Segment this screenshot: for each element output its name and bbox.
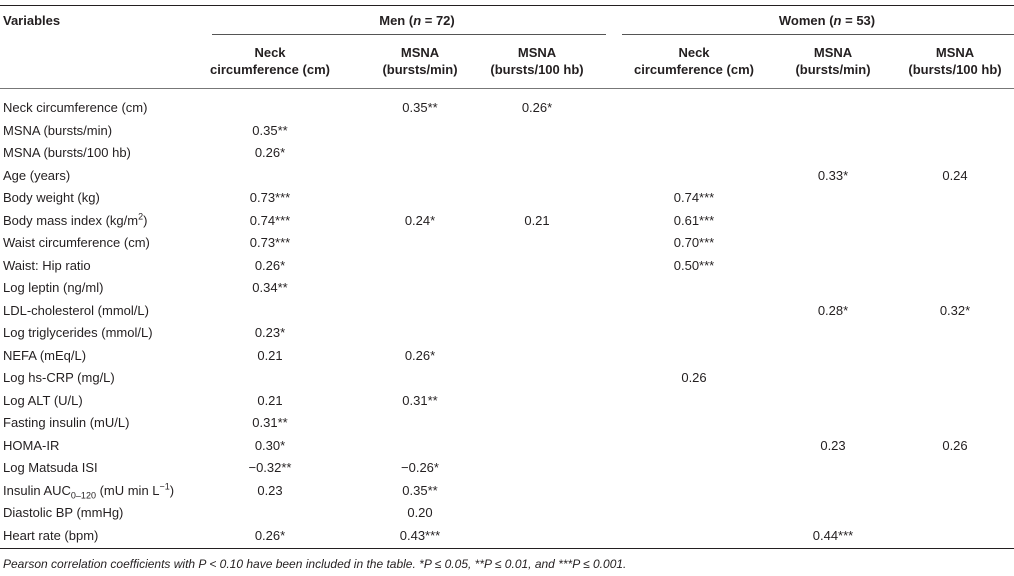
column-header-line2: circumference (cm) xyxy=(210,62,330,77)
table-cell: 0.21 xyxy=(257,347,283,363)
table-cell: 0.35** xyxy=(402,482,438,498)
column-header-line2: (bursts/min) xyxy=(795,62,871,77)
table-cell: 0.35** xyxy=(252,122,288,138)
table-cell: 0.23* xyxy=(254,325,286,340)
row-label: Insulin AUC0–120 (mU min L−1) xyxy=(3,481,175,501)
table-cell: 0.70*** xyxy=(673,235,715,250)
table-cell: 0.26* xyxy=(404,347,436,363)
column-header-line2: (bursts/100 hb) xyxy=(908,62,1002,77)
column-header: Neck circumference (cm) xyxy=(195,44,345,78)
table-cell: 0.43*** xyxy=(399,527,441,543)
column-header: MSNA (bursts/min) xyxy=(758,44,908,78)
table-cell: 0.35** xyxy=(402,100,438,115)
table-cell: 0.23 xyxy=(820,437,846,453)
table-cell: 0.32* xyxy=(939,302,971,318)
row-label: Waist circumference (cm) xyxy=(3,235,150,250)
column-header-line2: (bursts/100 hb) xyxy=(490,62,584,77)
row-label: NEFA (mEq/L) xyxy=(3,347,87,363)
table-cell: 0.34** xyxy=(252,280,288,295)
row-label: Log ALT (U/L) xyxy=(3,392,83,408)
column-header: Neck circumference (cm) xyxy=(619,44,769,78)
row-label: Log triglycerides (mmol/L) xyxy=(3,325,153,340)
table-cell: 0.26 xyxy=(681,370,707,385)
table-cell: 0.74*** xyxy=(673,190,715,205)
row-label: HOMA-IR xyxy=(3,437,60,453)
column-header-line2: (bursts/min) xyxy=(382,62,458,77)
column-header-line1: MSNA xyxy=(935,45,975,60)
table-cell: 0.26* xyxy=(254,257,286,273)
table-cell: 0.31** xyxy=(402,392,438,408)
table-cell: 0.24 xyxy=(942,167,968,183)
column-header-line1: MSNA xyxy=(813,45,853,60)
men-group-rule xyxy=(212,34,606,35)
table-cell: 0.21 xyxy=(257,392,283,408)
column-header: MSNA (bursts/100 hb) xyxy=(462,44,612,78)
row-label: Waist: Hip ratio xyxy=(3,257,91,273)
table-cell: 0.61*** xyxy=(673,212,715,228)
column-header-line1: Neck xyxy=(254,45,286,60)
table-cell: 0.26 xyxy=(942,437,968,453)
row-label: Neck circumference (cm) xyxy=(3,100,148,115)
row-label: MSNA (bursts/min) xyxy=(3,122,113,138)
row-label: Age (years) xyxy=(3,167,71,183)
table-cell: 0.50*** xyxy=(673,257,715,273)
table-cell: 0.73*** xyxy=(249,190,291,205)
table-cell: 0.20 xyxy=(407,505,433,520)
table-top-rule xyxy=(0,5,1014,6)
table-cell: −0.32** xyxy=(248,460,292,475)
row-label: Heart rate (bpm) xyxy=(3,527,99,543)
table-cell: 0.24* xyxy=(404,212,436,228)
row-label: Fasting insulin (mU/L) xyxy=(3,415,130,430)
table-bottom-rule xyxy=(0,548,1014,549)
header-bottom-rule xyxy=(0,88,1014,89)
column-header: MSNA (bursts/min) xyxy=(345,44,495,78)
row-label: Log Matsuda ISI xyxy=(3,460,98,475)
women-group-rule xyxy=(622,34,1014,35)
table-cell: 0.44*** xyxy=(812,527,854,543)
table-cell: 0.21 xyxy=(524,212,550,228)
table-cell: 0.26* xyxy=(521,100,553,115)
variables-header: Variables xyxy=(3,13,61,28)
row-label: Log leptin (ng/ml) xyxy=(3,280,104,295)
row-label: LDL-cholesterol (mmol/L) xyxy=(3,302,149,318)
column-header-line1: MSNA xyxy=(400,45,440,60)
row-label: Diastolic BP (mmHg) xyxy=(3,505,124,520)
table-cell: 0.33* xyxy=(817,167,849,183)
column-header-line1: MSNA xyxy=(517,45,557,60)
table-cell: 0.28* xyxy=(817,302,849,318)
row-label: Log hs-CRP (mg/L) xyxy=(3,370,115,385)
table-footnote: Pearson correlation coefficients with P … xyxy=(3,557,627,571)
row-label: Body mass index (kg/m2) xyxy=(3,211,148,228)
table-cell: 0.30* xyxy=(254,437,286,453)
column-header-line2: circumference (cm) xyxy=(634,62,754,77)
table-cell: 0.26* xyxy=(254,145,286,160)
table-cell: 0.23 xyxy=(257,482,283,498)
row-label: MSNA (bursts/100 hb) xyxy=(3,145,131,160)
men-group-header: Men (n = 72) xyxy=(379,13,455,28)
table-cell: 0.31** xyxy=(252,415,288,430)
table-cell: −0.26* xyxy=(401,460,439,475)
column-header: MSNA (bursts/100 hb) xyxy=(880,44,1014,78)
table-cell: 0.74*** xyxy=(249,212,291,228)
table-cell: 0.26* xyxy=(254,527,286,543)
row-label: Body weight (kg) xyxy=(3,190,100,205)
column-header-line1: Neck xyxy=(678,45,710,60)
table-cell: 0.73*** xyxy=(249,235,291,250)
women-group-header: Women (n = 53) xyxy=(778,13,876,28)
